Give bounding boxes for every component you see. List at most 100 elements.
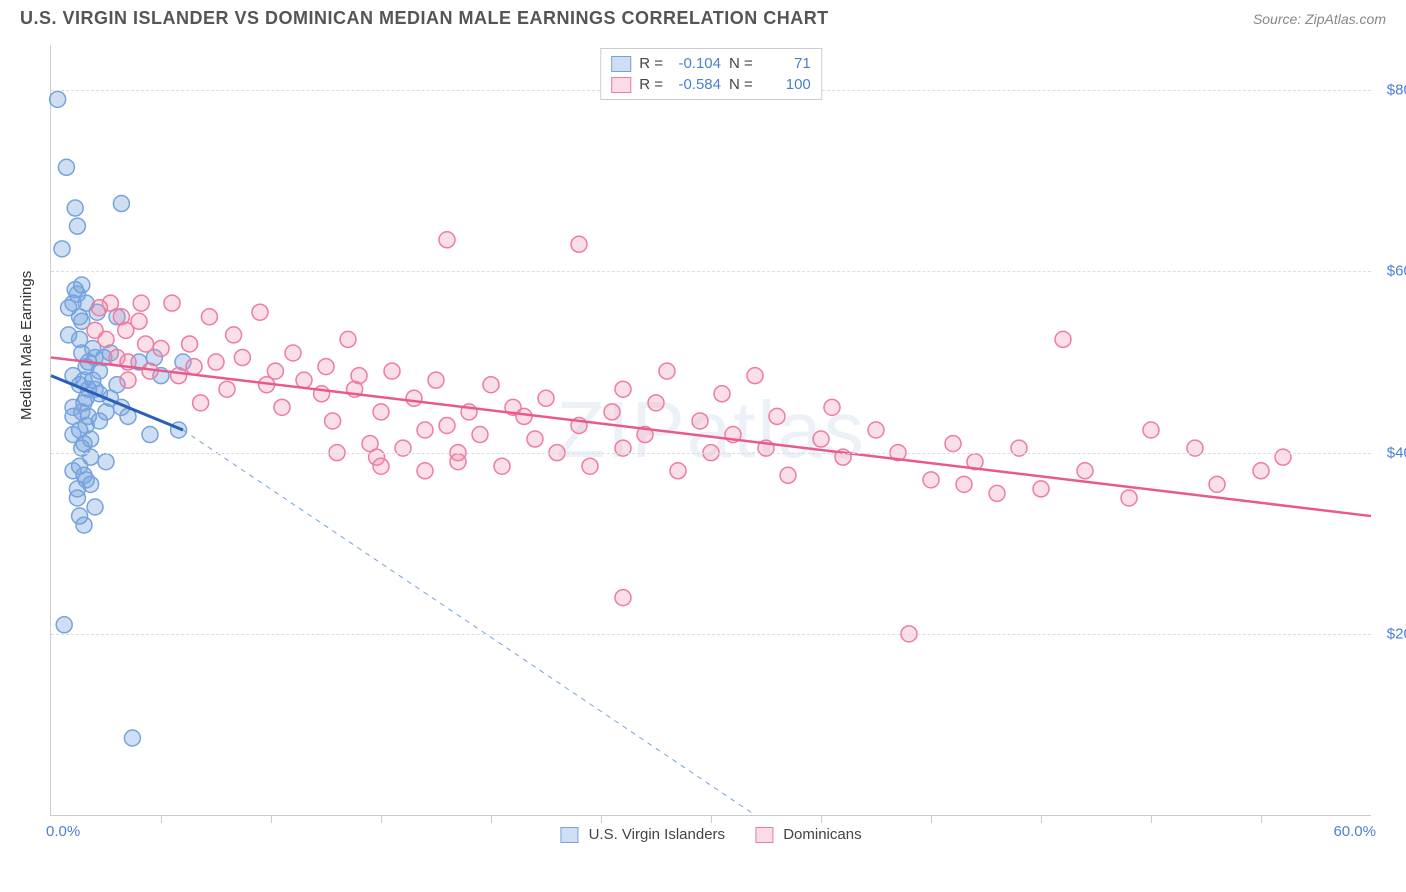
data-point xyxy=(296,372,312,388)
data-point xyxy=(868,422,884,438)
data-point xyxy=(274,399,290,415)
y-axis-title: Median Male Earnings xyxy=(18,271,35,420)
data-point xyxy=(384,363,400,379)
data-point xyxy=(439,232,455,248)
data-point xyxy=(69,218,85,234)
x-axis-max-label: 60.0% xyxy=(1333,823,1376,840)
data-point xyxy=(648,395,664,411)
data-point xyxy=(516,408,532,424)
data-point xyxy=(615,590,631,606)
data-point xyxy=(67,200,83,216)
data-point xyxy=(692,413,708,429)
legend-swatch-2 xyxy=(611,77,631,93)
data-point xyxy=(1033,481,1049,497)
data-point xyxy=(406,390,422,406)
legend-row-series-1: R = -0.104 N = 71 xyxy=(611,53,811,74)
data-point xyxy=(226,327,242,343)
data-point xyxy=(395,440,411,456)
data-point xyxy=(164,295,180,311)
y-tick-label: $80,000 xyxy=(1381,82,1406,99)
data-point xyxy=(201,309,217,325)
data-point xyxy=(87,499,103,515)
data-point xyxy=(582,458,598,474)
x-axis-min-label: 0.0% xyxy=(46,823,80,840)
data-point xyxy=(234,350,250,366)
data-point xyxy=(98,331,114,347)
data-point xyxy=(340,331,356,347)
data-point xyxy=(1121,490,1137,506)
legend-swatch-1 xyxy=(611,56,631,72)
legend-swatch-bottom-1 xyxy=(560,827,578,843)
data-point xyxy=(252,304,268,320)
data-point xyxy=(58,159,74,175)
data-point xyxy=(670,463,686,479)
data-point xyxy=(824,399,840,415)
legend-item-1: U.S. Virgin Islanders xyxy=(560,826,725,843)
data-point xyxy=(153,340,169,356)
data-point xyxy=(325,413,341,429)
data-point xyxy=(142,427,158,443)
data-point xyxy=(659,363,675,379)
data-point xyxy=(83,476,99,492)
data-point xyxy=(113,196,129,212)
data-point xyxy=(923,472,939,488)
data-point xyxy=(494,458,510,474)
data-point xyxy=(780,467,796,483)
data-point xyxy=(1253,463,1269,479)
data-point xyxy=(318,359,334,375)
scatter-svg xyxy=(51,45,1371,815)
data-point xyxy=(483,377,499,393)
trend-line xyxy=(183,430,755,815)
data-point xyxy=(945,436,961,452)
data-point xyxy=(956,476,972,492)
data-point xyxy=(208,354,224,370)
data-point xyxy=(527,431,543,447)
data-point xyxy=(186,359,202,375)
data-point xyxy=(450,454,466,470)
data-point xyxy=(182,336,198,352)
data-point xyxy=(193,395,209,411)
data-point xyxy=(615,440,631,456)
data-point xyxy=(604,404,620,420)
data-point xyxy=(1187,440,1203,456)
data-point xyxy=(54,241,70,257)
data-point xyxy=(989,485,1005,501)
data-point xyxy=(373,458,389,474)
data-point xyxy=(472,427,488,443)
data-point xyxy=(1055,331,1071,347)
data-point xyxy=(571,236,587,252)
data-point xyxy=(373,404,389,420)
data-point xyxy=(138,336,154,352)
legend-item-2: Dominicans xyxy=(755,826,862,843)
data-point xyxy=(124,730,140,746)
data-point xyxy=(439,417,455,433)
data-point xyxy=(102,295,118,311)
y-tick-label: $40,000 xyxy=(1381,444,1406,461)
data-point xyxy=(351,368,367,384)
data-point xyxy=(769,408,785,424)
data-point xyxy=(428,372,444,388)
chart-title: U.S. VIRGIN ISLANDER VS DOMINICAN MEDIAN… xyxy=(20,8,829,29)
data-point xyxy=(538,390,554,406)
chart-header: U.S. VIRGIN ISLANDER VS DOMINICAN MEDIAN… xyxy=(0,0,1406,37)
data-point xyxy=(267,363,283,379)
data-point xyxy=(1275,449,1291,465)
data-point xyxy=(714,386,730,402)
data-point xyxy=(74,277,90,293)
data-point xyxy=(76,517,92,533)
data-point xyxy=(285,345,301,361)
legend-swatch-bottom-2 xyxy=(755,827,773,843)
legend-row-series-2: R = -0.584 N = 100 xyxy=(611,74,811,95)
data-point xyxy=(133,295,149,311)
data-point xyxy=(83,431,99,447)
chart-source: Source: ZipAtlas.com xyxy=(1253,11,1386,27)
y-tick-label: $20,000 xyxy=(1381,625,1406,642)
data-point xyxy=(131,313,147,329)
data-point xyxy=(1077,463,1093,479)
data-point xyxy=(69,490,85,506)
y-tick-label: $60,000 xyxy=(1381,263,1406,280)
data-point xyxy=(615,381,631,397)
data-point xyxy=(50,91,66,107)
chart-plot-area: ZIPatlas R = -0.104 N = 71 R = -0.584 N … xyxy=(50,45,1371,816)
data-point xyxy=(171,368,187,384)
